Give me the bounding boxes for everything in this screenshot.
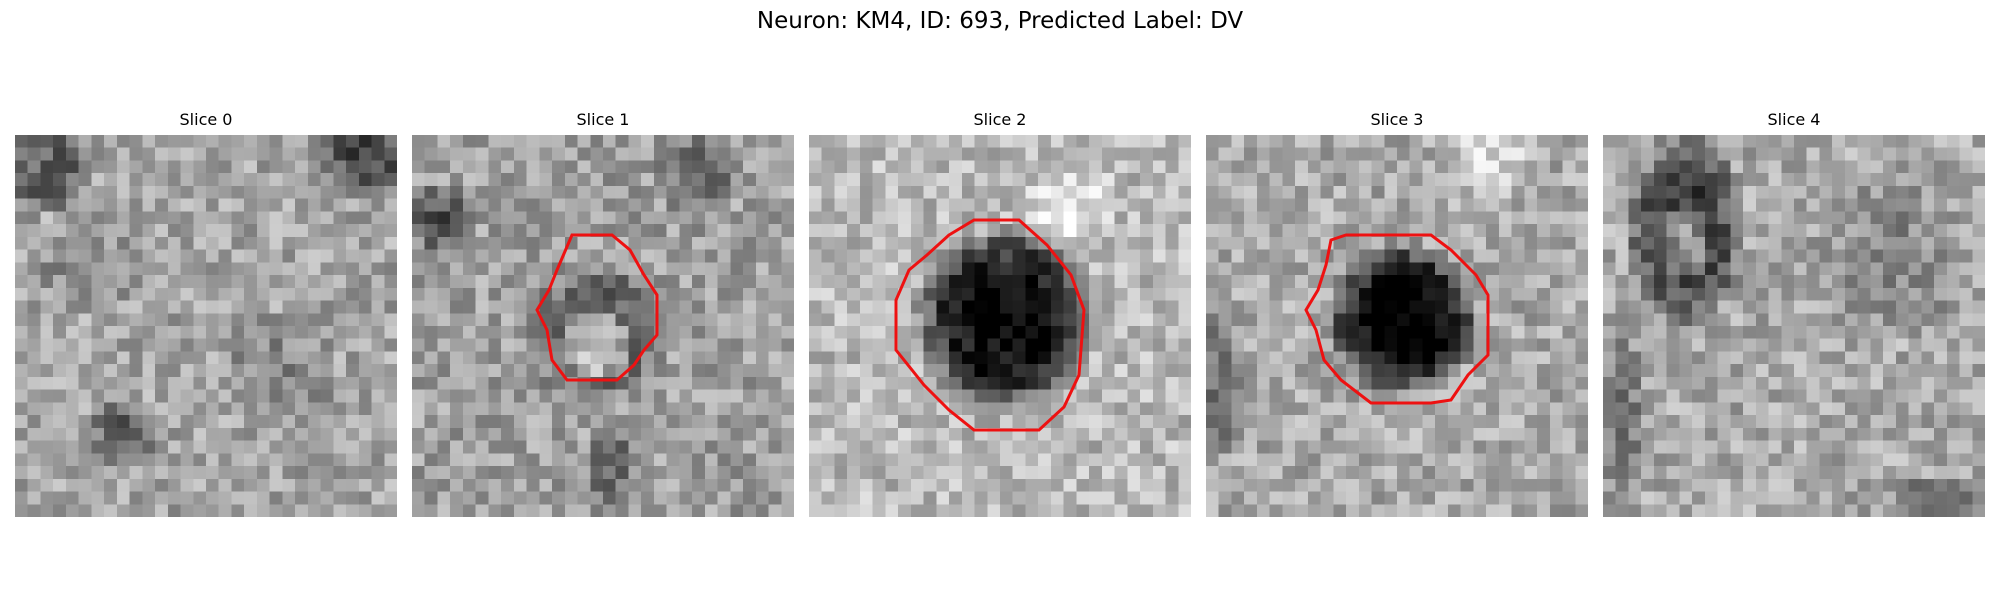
slice-title: Slice 2 bbox=[973, 110, 1027, 129]
slice-panel-2: Slice 2 bbox=[809, 108, 1191, 517]
roi-contour bbox=[1304, 233, 1490, 405]
slice-image bbox=[15, 135, 397, 517]
slice-title: Slice 4 bbox=[1767, 110, 1821, 129]
slice-panel-0: Slice 0 bbox=[15, 108, 397, 517]
slice-title: Slice 3 bbox=[1370, 110, 1424, 129]
slice-image-frame bbox=[1206, 135, 1588, 517]
slice-image-frame bbox=[412, 135, 794, 517]
slice-image-frame bbox=[809, 135, 1191, 517]
roi-contour bbox=[894, 218, 1086, 432]
slice-image bbox=[412, 135, 794, 517]
slice-image-frame bbox=[1603, 135, 1985, 517]
slice-title: Slice 0 bbox=[179, 110, 233, 129]
roi-contour-overlay bbox=[535, 233, 659, 382]
roi-contour bbox=[535, 233, 659, 382]
slice-panel-4: Slice 4 bbox=[1603, 108, 1985, 517]
slice-image bbox=[809, 135, 1191, 517]
slice-panel-1: Slice 1 bbox=[412, 108, 794, 517]
slice-image bbox=[1603, 135, 1985, 517]
figure-title: Neuron: KM4, ID: 693, Predicted Label: D… bbox=[756, 8, 1244, 34]
roi-contour-overlay bbox=[894, 218, 1086, 432]
roi-contour-overlay bbox=[1304, 233, 1490, 405]
slice-image-frame bbox=[15, 135, 397, 517]
slice-title: Slice 1 bbox=[576, 110, 630, 129]
slice-panel-3: Slice 3 bbox=[1206, 108, 1588, 517]
slice-image bbox=[1206, 135, 1588, 517]
